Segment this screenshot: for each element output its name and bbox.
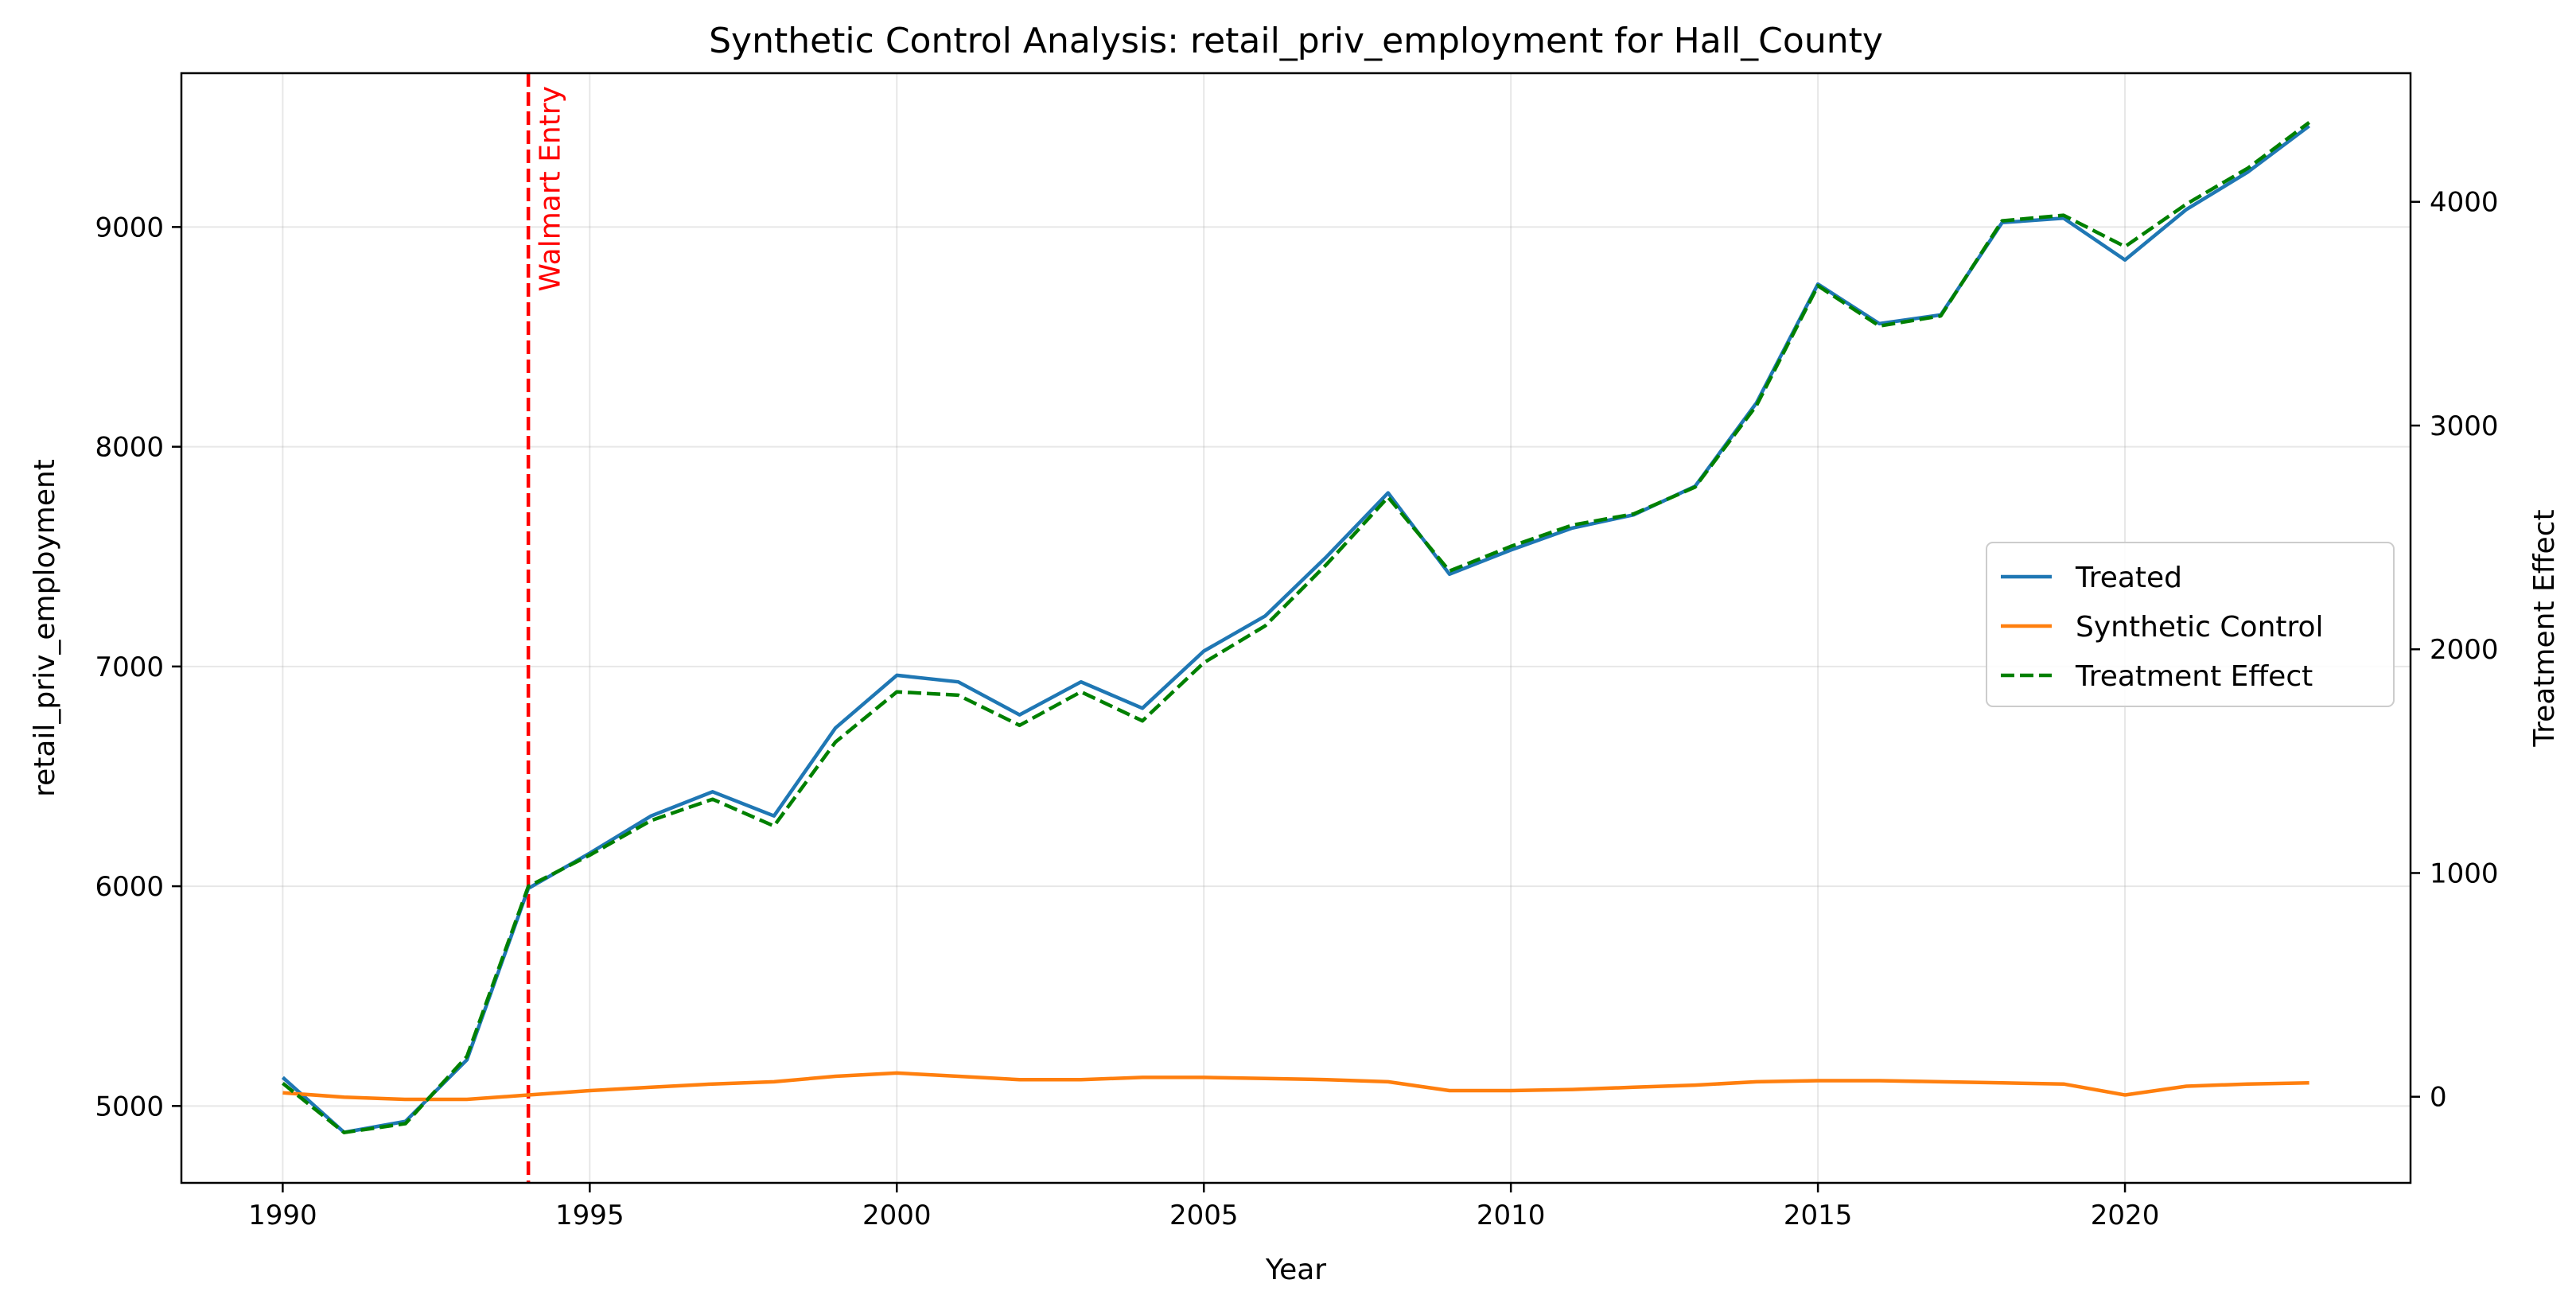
series-line-treatment-effect (281, 121, 2310, 1134)
series-line-synthetic-control (282, 1071, 2309, 1102)
x-tick-label: 2000 (862, 1200, 932, 1231)
legend-box (1986, 542, 2395, 707)
plot-frame (180, 72, 2412, 1184)
y2-tick-label: 0 (2430, 1082, 2447, 1114)
series-layer (281, 121, 2310, 1134)
x-tick-label: 2010 (1477, 1200, 1546, 1231)
y2-axis-label: Treatment Effect (2528, 509, 2561, 747)
y-tick-label: 5000 (95, 1091, 164, 1122)
x-tick-label: 1995 (555, 1200, 625, 1231)
x-tick-label: 2020 (2091, 1200, 2160, 1231)
y2-tick-label: 1000 (2430, 858, 2499, 889)
legend-label: Treatment Effect (2075, 660, 2313, 693)
y-tick-label: 9000 (95, 212, 164, 243)
x-tick-label: 2005 (1169, 1200, 1239, 1231)
chart-title: Synthetic Control Analysis: retail_priv_… (709, 21, 1883, 61)
walmart-entry-label: Walmart Entry (535, 86, 567, 292)
y-tick-label: 7000 (95, 652, 164, 683)
x-axis-label: Year (1265, 1254, 1326, 1286)
legend-label: Synthetic Control (2076, 611, 2324, 644)
y-tick-label: 6000 (95, 871, 164, 903)
y2-tick-label: 2000 (2430, 634, 2499, 666)
x-tick-label: 2015 (1784, 1200, 1853, 1231)
x-tick-label: 1990 (248, 1200, 317, 1231)
legend-label: Treated (2075, 562, 2182, 594)
y2-tick-label: 3000 (2430, 410, 2499, 442)
tick-layer: 1990 1995 2000 2005 2010 2015 2020 5000 6000 7000… (95, 187, 2498, 1231)
y-tick-label: 8000 (95, 432, 164, 464)
legend: Treated Synthetic Control Treatment Effect (1986, 542, 2395, 707)
y-axis-label: retail_priv_employment (29, 459, 61, 797)
annotation-layer: Walmart Entry (526, 73, 567, 1183)
y2-tick-label: 4000 (2430, 187, 2499, 219)
